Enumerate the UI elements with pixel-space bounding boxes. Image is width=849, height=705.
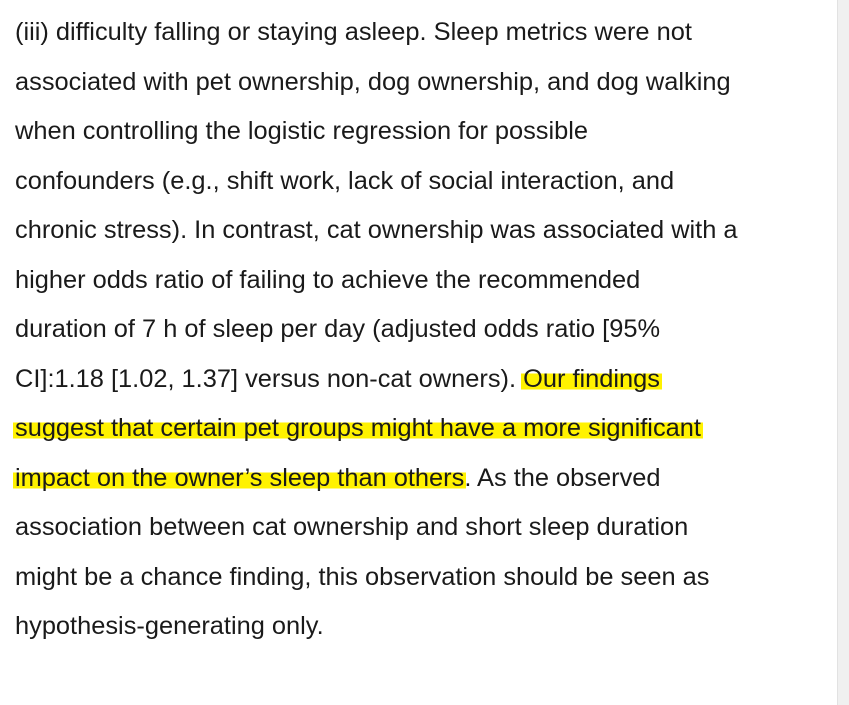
text-line: hypothesis-generating only. (15, 602, 830, 652)
text: might be a chance finding, this observat… (15, 562, 710, 591)
text-line: suggest that certain pet groups might ha… (13, 404, 830, 454)
text-line: impact on the owner’s sleep than others.… (13, 454, 830, 504)
text: associated with pet ownership, dog owner… (15, 67, 731, 96)
text-line: confounders (e.g., shift work, lack of s… (15, 157, 830, 207)
text: (iii) difficulty falling or staying asle… (15, 18, 692, 46)
highlighted-text: suggest that certain pet groups might ha… (13, 414, 703, 442)
text-line: CI]:1.18 [1.02, 1.37] versus non-cat own… (15, 355, 830, 405)
text: hypothesis-generating only. (15, 612, 324, 640)
text: duration of 7 h of sleep per day (adjust… (15, 315, 661, 343)
text-line: when controlling the logistic regression… (15, 107, 830, 157)
text-line: associated with pet ownership, dog owner… (15, 58, 830, 108)
text: . As the observed (464, 463, 661, 492)
text: association between cat ownership and sh… (15, 513, 689, 541)
paragraph: (iii) difficulty falling or staying asle… (13, 8, 830, 652)
text: chronic stress). In contrast, cat owners… (15, 216, 738, 244)
text: CI]:1.18 [1.02, 1.37] versus non-cat own… (15, 364, 524, 393)
scrollbar-track (837, 0, 849, 705)
highlighted-text: impact on the owner’s sleep than others (13, 463, 467, 492)
text-line: chronic stress). In contrast, cat owners… (15, 206, 830, 256)
text: when controlling the logistic regression… (15, 117, 589, 145)
text: higher odds ratio of failing to achieve … (15, 265, 641, 294)
text-line: might be a chance finding, this observat… (15, 553, 830, 603)
highlighted-text: Our findings (521, 364, 662, 393)
text: confounders (e.g., shift work, lack of s… (15, 166, 675, 195)
text-line: association between cat ownership and sh… (15, 503, 830, 553)
text-line: (iii) difficulty falling or staying asle… (15, 8, 830, 58)
text-line: duration of 7 h of sleep per day (adjust… (15, 305, 830, 355)
text-line: higher odds ratio of failing to achieve … (15, 256, 830, 306)
